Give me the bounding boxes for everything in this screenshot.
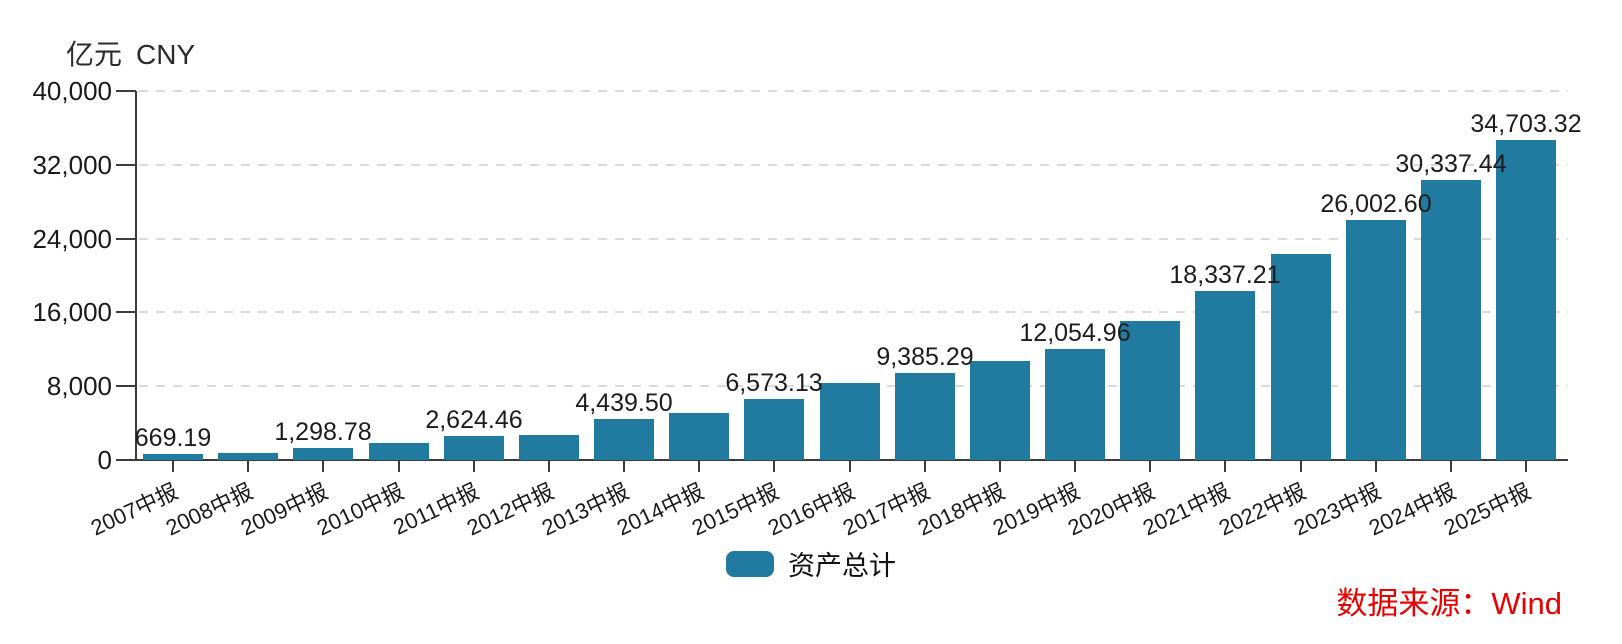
gridline bbox=[139, 237, 1568, 240]
bar[interactable] bbox=[218, 453, 278, 460]
x-tick-mark bbox=[623, 461, 625, 472]
y-tick-label: 24,000 bbox=[32, 223, 112, 254]
bar-value-label: 18,337.21 bbox=[1169, 261, 1281, 289]
bar[interactable] bbox=[744, 399, 804, 460]
bar[interactable] bbox=[369, 443, 429, 460]
y-tick-mark bbox=[116, 311, 136, 314]
x-tick-mark bbox=[1525, 461, 1527, 472]
x-tick-mark bbox=[1375, 461, 1377, 472]
bar[interactable] bbox=[669, 413, 729, 460]
data-source-label: 数据来源：Wind bbox=[1336, 586, 1562, 621]
x-tick-mark bbox=[849, 461, 851, 472]
y-tick-mark bbox=[116, 163, 136, 166]
x-tick-mark bbox=[1074, 461, 1076, 472]
gridline bbox=[139, 163, 1568, 166]
y-tick-label: 32,000 bbox=[32, 149, 112, 180]
bar[interactable] bbox=[895, 373, 955, 460]
bar-value-label: 1,298.78 bbox=[274, 418, 372, 446]
bar[interactable] bbox=[1120, 321, 1180, 460]
x-tick-mark bbox=[1300, 461, 1302, 472]
x-tick-mark bbox=[698, 461, 700, 472]
x-tick-mark bbox=[398, 461, 400, 472]
bar[interactable] bbox=[1271, 254, 1331, 460]
x-tick-mark bbox=[1450, 461, 1452, 472]
legend-label: 资产总计 bbox=[788, 551, 896, 581]
bar-value-label: 34,703.32 bbox=[1470, 110, 1582, 138]
bar-value-label: 12,054.96 bbox=[1019, 319, 1131, 347]
x-tick-mark bbox=[773, 461, 775, 472]
bar[interactable] bbox=[1496, 140, 1556, 460]
bar[interactable] bbox=[820, 383, 880, 460]
bar[interactable] bbox=[293, 448, 353, 460]
bar-value-label: 26,002.60 bbox=[1320, 190, 1432, 218]
bar-value-label: 30,337.44 bbox=[1395, 150, 1507, 178]
bar-value-label: 669.19 bbox=[134, 424, 212, 452]
y-tick-mark bbox=[116, 90, 136, 92]
bar[interactable] bbox=[444, 436, 504, 460]
x-tick-mark bbox=[172, 461, 174, 472]
bar[interactable] bbox=[1195, 291, 1255, 460]
x-tick-mark bbox=[322, 461, 324, 472]
bar-value-label: 4,439.50 bbox=[575, 389, 673, 417]
y-tick-mark bbox=[116, 237, 136, 240]
bar-value-label: 6,573.13 bbox=[725, 369, 823, 397]
gridline bbox=[139, 311, 1568, 314]
x-tick-mark bbox=[548, 461, 550, 472]
x-tick-mark bbox=[1149, 461, 1151, 472]
y-tick-label: 8,000 bbox=[46, 371, 112, 402]
bar[interactable] bbox=[519, 435, 579, 460]
bar-value-label: 2,624.46 bbox=[425, 406, 523, 434]
x-tick-mark bbox=[247, 461, 249, 472]
bar-value-label: 9,385.29 bbox=[876, 343, 974, 371]
bar[interactable] bbox=[1045, 349, 1105, 460]
y-axis-currency-label: CNY bbox=[136, 39, 196, 70]
x-tick-mark bbox=[473, 461, 475, 472]
bar[interactable] bbox=[594, 419, 654, 460]
y-tick-mark bbox=[116, 385, 136, 388]
x-axis-line bbox=[135, 459, 1568, 461]
x-tick-mark bbox=[924, 461, 926, 472]
y-tick-mark bbox=[116, 459, 136, 461]
legend-swatch bbox=[726, 550, 774, 577]
bar[interactable] bbox=[143, 454, 203, 460]
legend[interactable]: 资产总计 bbox=[0, 544, 1622, 583]
bar[interactable] bbox=[1421, 180, 1481, 460]
x-tick-mark bbox=[1224, 461, 1226, 472]
y-axis-line bbox=[135, 91, 137, 461]
x-tick-mark bbox=[999, 461, 1001, 472]
bar[interactable] bbox=[1346, 220, 1406, 460]
y-tick-label: 40,000 bbox=[32, 76, 112, 106]
bar[interactable] bbox=[970, 361, 1030, 460]
y-axis-title: 亿元 CNY bbox=[66, 33, 195, 73]
y-tick-label: 16,000 bbox=[32, 297, 112, 328]
gridline bbox=[139, 90, 1568, 92]
y-tick-label: 0 bbox=[97, 445, 112, 475]
y-axis-unit-label: 亿元 bbox=[66, 39, 123, 70]
